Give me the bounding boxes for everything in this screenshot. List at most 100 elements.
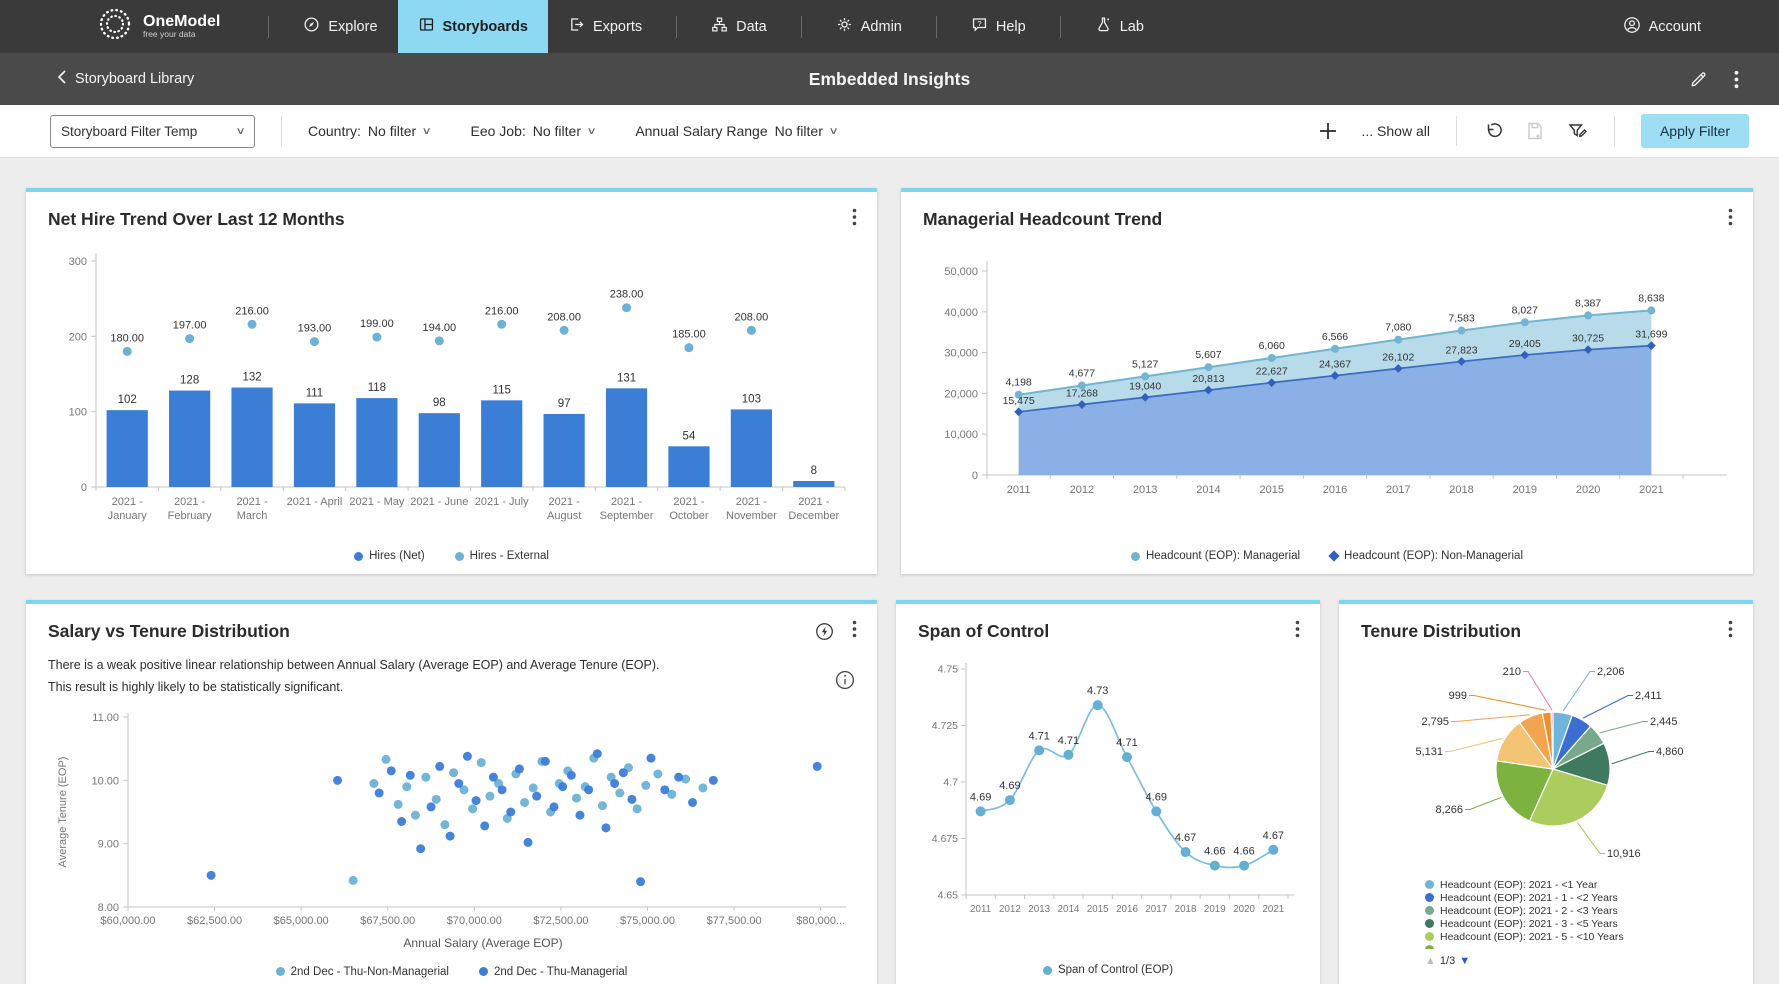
legend-headcount-managerial[interactable]: Headcount (EOP): Managerial xyxy=(1131,550,1300,562)
chart-title: Managerial Headcount Trend xyxy=(923,209,1162,230)
nav-item-account[interactable]: Account xyxy=(1603,16,1721,38)
pie-legend-item[interactable]: Headcount (EOP): 2021 - 3 - <5 Years xyxy=(1425,917,1753,930)
back-chevron-icon xyxy=(56,69,67,89)
svg-text:8,266: 8,266 xyxy=(1435,804,1463,816)
legend-headcount-non-managerial[interactable]: Headcount (EOP): Non-Managerial xyxy=(1330,550,1523,562)
svg-text:8,387: 8,387 xyxy=(1575,297,1601,309)
nav-item-explore[interactable]: Explore xyxy=(283,0,397,53)
kebab-menu-icon[interactable] xyxy=(1293,618,1302,645)
svg-text:8: 8 xyxy=(811,465,817,477)
svg-text:2021 -: 2021 - xyxy=(798,496,830,508)
nav-label: Help xyxy=(996,19,1026,35)
svg-text:17,268: 17,268 xyxy=(1066,388,1098,400)
storyboard-filter-template-select[interactable]: Storyboard Filter Temp ∨ xyxy=(50,115,255,148)
svg-text:200: 200 xyxy=(69,331,87,343)
legend-hires-net[interactable]: Hires (Net) xyxy=(354,550,425,562)
legend-hires-external[interactable]: Hires - External xyxy=(455,550,549,562)
svg-text:7,080: 7,080 xyxy=(1385,322,1411,334)
filter-divider xyxy=(1614,116,1615,146)
svg-text:$72,500.00: $72,500.00 xyxy=(533,915,588,927)
info-icon[interactable] xyxy=(835,670,855,695)
filter-bar: Storyboard Filter Temp ∨ Country: No fil… xyxy=(0,105,1779,158)
filter-funnel-edit-icon[interactable] xyxy=(1567,121,1588,141)
svg-text:999: 999 xyxy=(1449,690,1467,702)
account-icon xyxy=(1623,16,1641,38)
onemodel-logo-icon xyxy=(96,5,134,48)
filter-annual-salary-range[interactable]: Annual Salary Range No filter ∨ xyxy=(635,123,837,139)
legend-dot-scatter-nm xyxy=(276,967,285,976)
svg-text:2021: 2021 xyxy=(1639,484,1663,496)
svg-text:2021 -: 2021 - xyxy=(174,496,206,508)
insight-bolt-icon[interactable] xyxy=(815,622,834,641)
svg-text:2013: 2013 xyxy=(1028,904,1050,915)
legend-label: 2nd Dec - Thu-Managerial xyxy=(494,966,627,978)
svg-text:4,860: 4,860 xyxy=(1656,746,1684,758)
legend-diamond-non-managerial xyxy=(1328,550,1339,561)
nav-item-exports[interactable]: Exports xyxy=(548,0,662,53)
legend-span-of-control[interactable]: Span of Control (EOP) xyxy=(1043,964,1173,976)
svg-text:19,040: 19,040 xyxy=(1129,380,1161,392)
pie-legend-item[interactable]: Headcount (EOP): 2021 - 5 - <10 Years xyxy=(1425,930,1753,943)
pie-legend-label: Headcount (EOP): 2021 - 5 - <10 Years xyxy=(1440,931,1624,943)
svg-text:50,000: 50,000 xyxy=(944,266,978,278)
svg-text:$80,000...: $80,000... xyxy=(796,915,845,927)
svg-text:0: 0 xyxy=(972,470,978,482)
back-label: Storyboard Library xyxy=(75,71,194,87)
svg-text:4.65: 4.65 xyxy=(938,890,959,902)
apply-filter-button[interactable]: Apply Filter xyxy=(1641,114,1749,148)
svg-text:4.75: 4.75 xyxy=(938,664,959,676)
svg-text:4,198: 4,198 xyxy=(1005,377,1031,389)
pie-legend-dot xyxy=(1425,932,1434,941)
svg-text:31,699: 31,699 xyxy=(1635,329,1667,341)
svg-text:238.00: 238.00 xyxy=(610,289,644,301)
svg-text:2,411: 2,411 xyxy=(1635,690,1662,702)
svg-text:9.00: 9.00 xyxy=(98,838,119,850)
legend-page-down-icon[interactable]: ▼ xyxy=(1459,955,1470,967)
svg-text:4.67: 4.67 xyxy=(1175,832,1196,844)
nav-item-lab[interactable]: Lab xyxy=(1075,0,1164,53)
filter-divider xyxy=(1456,116,1457,146)
edit-pencil-icon[interactable] xyxy=(1689,70,1708,89)
dashboard-content: Net Hire Trend Over Last 12 Months 01002… xyxy=(0,158,1779,984)
legend-managerial-scatter[interactable]: 2nd Dec - Thu-Managerial xyxy=(479,966,627,978)
svg-text:2017: 2017 xyxy=(1386,484,1410,496)
svg-text:115: 115 xyxy=(493,384,511,396)
flask-icon xyxy=(1095,16,1112,37)
nav-item-data[interactable]: Data xyxy=(691,0,787,53)
kebab-menu-icon[interactable] xyxy=(850,206,859,233)
legend-non-managerial-scatter[interactable]: 2nd Dec - Thu-Non-Managerial xyxy=(276,966,449,978)
chart-title: Span of Control xyxy=(918,621,1049,642)
svg-text:2021 -: 2021 - xyxy=(236,496,268,508)
kebab-menu-icon[interactable] xyxy=(1726,206,1735,233)
nav-item-admin[interactable]: Admin xyxy=(816,0,922,53)
svg-text:August: August xyxy=(547,510,581,522)
nav-divider xyxy=(268,16,269,38)
svg-text:132: 132 xyxy=(242,372,261,384)
svg-text:2015: 2015 xyxy=(1087,904,1109,915)
svg-text:2017: 2017 xyxy=(1145,904,1167,915)
show-all-link[interactable]: ... Show all xyxy=(1361,123,1429,139)
nav-item-storyboards[interactable]: Storyboards xyxy=(398,0,548,53)
pie-legend-item[interactable]: Headcount (EOP): 2021 - 1 - <2 Years xyxy=(1425,891,1753,904)
pie-legend-item[interactable]: Headcount (EOP): 2021 - <1 Year xyxy=(1425,878,1753,891)
template-select-value: Storyboard Filter Temp xyxy=(61,124,197,139)
back-to-storyboard-library[interactable]: Storyboard Library xyxy=(56,69,194,89)
undo-icon[interactable] xyxy=(1483,121,1503,141)
svg-text:$60,000.00: $60,000.00 xyxy=(100,915,155,927)
svg-text:2011: 2011 xyxy=(1007,484,1031,496)
filter-country[interactable]: Country: No filter ∨ xyxy=(308,123,430,139)
add-filter-plus-icon[interactable] xyxy=(1317,120,1339,142)
filter-eeo-job[interactable]: Eeo Job: No filter ∨ xyxy=(470,123,595,139)
pie-legend-item[interactable]: Headcount (EOP): 2021 - 2 - <3 Years xyxy=(1425,904,1753,917)
kebab-menu-icon[interactable] xyxy=(850,618,859,645)
svg-text:2,445: 2,445 xyxy=(1650,716,1678,728)
onemodel-logo[interactable]: OneModel free your data xyxy=(96,0,220,53)
header-kebab-menu-icon[interactable] xyxy=(1734,70,1739,89)
nav-item-help[interactable]: ? Help xyxy=(951,0,1046,53)
svg-text:2021 -: 2021 - xyxy=(611,496,643,508)
chevron-down-icon: ∨ xyxy=(235,126,245,137)
help-bubble-icon: ? xyxy=(971,16,988,37)
kebab-menu-icon[interactable] xyxy=(1726,618,1735,645)
tenure-pie-chart: 2,2062,4112,4454,86010,9168,2665,1312,79… xyxy=(1357,649,1735,873)
legend-page-up-icon[interactable]: ▲ xyxy=(1425,955,1436,967)
